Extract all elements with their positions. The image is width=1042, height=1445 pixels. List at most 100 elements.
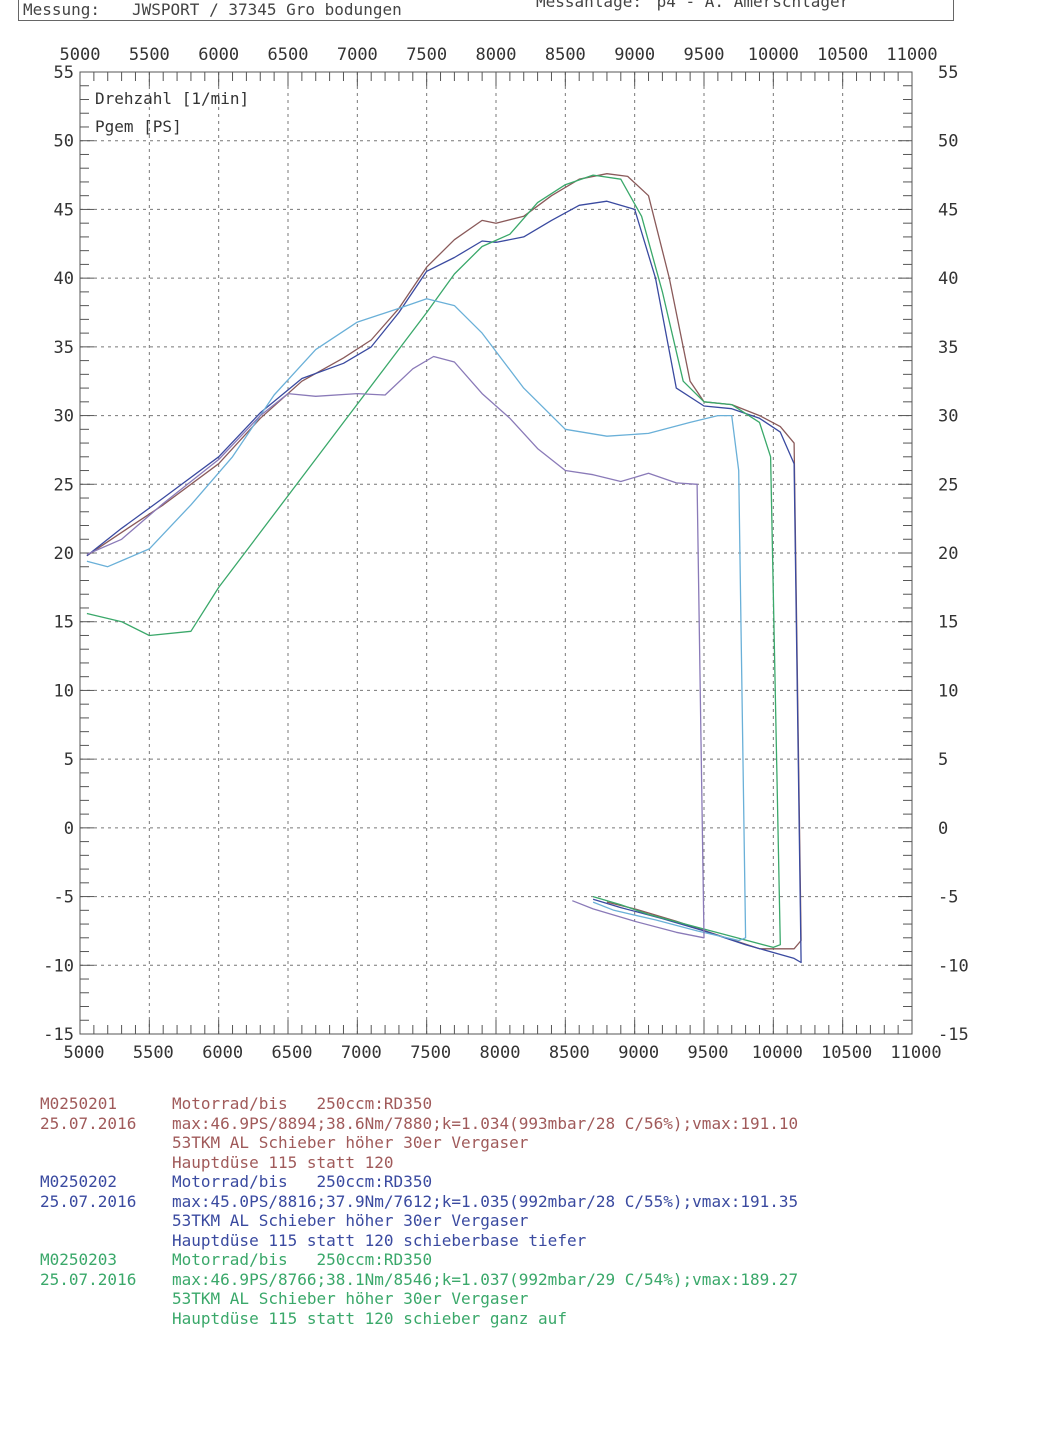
y-tick-label-right: 20 (938, 544, 958, 564)
messanlage-label: Messanlage: (536, 0, 642, 11)
y-tick-label-left: 5 (64, 750, 74, 770)
run-detail-line: 53TKM AL Schieber höher 30er Vergaser (172, 1289, 529, 1308)
messanlage-value: "p4"- A. Amerschläger (647, 0, 850, 11)
series-line-1 (86, 173, 802, 950)
run-code: M0250202 (40, 1172, 118, 1191)
run-code: M0250203 (40, 1250, 118, 1269)
x-tick-labels-top: 5000 5500 6000 6500 7000 7500 8000 8500 9000 9500… (60, 45, 938, 65)
axis-ticks (79, 71, 913, 1035)
run-notes: M0250201 25.07.2016 Motorrad/bis 250ccm:RD… (40, 1094, 1000, 1328)
x-tick-label-bottom: 9500 (688, 1043, 729, 1063)
y-tick-label-left: -5 (54, 888, 74, 908)
x-tick-labels-bottom: 5000 5500 6000 6500 7000 7500 8000 8500 9000 9500… (64, 1043, 942, 1063)
x-tick-label-top: 7500 (406, 45, 447, 65)
x-tick-label-bottom: 10500 (821, 1043, 872, 1063)
y-tick-label-right: 0 (938, 819, 948, 839)
run-date: 25.07.2016 (40, 1269, 137, 1289)
y-tick-label-right: 40 (938, 269, 958, 289)
y-tick-label-left: 20 (54, 544, 74, 564)
run-code-date: M0250202 25.07.2016 (40, 1172, 170, 1211)
messung-label: Messung: (23, 0, 101, 19)
measurement-header: Messung: JWSPORT / 37345 Gro bodungen Me… (18, 0, 954, 21)
x-tick-label-top: 9000 (614, 45, 655, 65)
series-line-2 (86, 200, 802, 964)
run-details: Motorrad/bis 250ccm:RD350 max:45.0PS/8816… (172, 1172, 972, 1250)
run-entry: M0250201 25.07.2016 Motorrad/bis 250ccm:RD… (40, 1094, 1000, 1172)
x-tick-label-top: 8000 (476, 45, 517, 65)
x-tick-label-top: 8500 (545, 45, 586, 65)
x-tick-label-top: 9500 (684, 45, 725, 65)
y-tick-label-left: 25 (54, 475, 74, 495)
run-date: 25.07.2016 (40, 1191, 137, 1211)
run-detail-line: Hauptdüse 115 statt 120 (172, 1152, 394, 1172)
run-detail-line: max:46.9PS/8894;38.6Nm/7880;k=1.034(993m… (172, 1113, 799, 1133)
legend-drehzahl: Drehzahl [1/min] (95, 89, 249, 108)
y-tick-label-right: 15 (938, 613, 958, 633)
x-tick-label-top: 5500 (129, 45, 170, 65)
x-tick-label-top: 10500 (817, 45, 868, 65)
run-entry: M0250203 25.07.2016 Motorrad/bis 250ccm:RD… (40, 1250, 1000, 1328)
y-tick-label-right: 55 (938, 63, 958, 83)
run-code-date: M0250203 25.07.2016 (40, 1250, 170, 1289)
run-detail-line: Motorrad/bis 250ccm:RD350 (172, 1094, 433, 1113)
y-tick-label-left: 50 (54, 132, 74, 152)
run-detail-line: 53TKM AL Schieber höher 30er Vergaser (172, 1133, 529, 1152)
series-line-4 (86, 298, 747, 942)
run-code: M0250201 (40, 1094, 118, 1113)
y-tick-label-right: -15 (938, 1025, 969, 1045)
x-tick-label-bottom: 8000 (480, 1043, 521, 1063)
y-tick-label-left: 0 (64, 819, 74, 839)
y-tick-label-right: -10 (938, 956, 969, 976)
chart-legend: Drehzahl [1/min] Pgem [PS] (95, 89, 249, 136)
run-detail-line: Motorrad/bis 250ccm:RD350 (172, 1250, 433, 1269)
x-tick-label-bottom: 7000 (341, 1043, 382, 1063)
chart-grid (79, 71, 913, 1035)
y-tick-label-left: 30 (54, 407, 74, 427)
y-tick-label-right: 10 (938, 681, 958, 701)
chart-series (86, 173, 802, 964)
y-tick-label-right: 35 (938, 338, 958, 358)
x-tick-label-bottom: 5500 (133, 1043, 174, 1063)
dyno-chart: 5000 5500 6000 6500 7000 7500 8000 8500 9000 9500… (43, 45, 969, 1063)
x-tick-label-bottom: 9000 (618, 1043, 659, 1063)
series-line-3 (86, 174, 781, 949)
y-tick-label-left: -10 (43, 956, 74, 976)
y-tick-label-right: 50 (938, 132, 958, 152)
x-tick-label-top: 6500 (268, 45, 309, 65)
x-tick-label-top: 5000 (60, 45, 101, 65)
y-tick-label-left: -15 (43, 1025, 74, 1045)
x-tick-label-bottom: 8500 (549, 1043, 590, 1063)
y-tick-label-left: 55 (54, 63, 74, 83)
run-details: Motorrad/bis 250ccm:RD350 max:46.9PS/8894… (172, 1094, 972, 1172)
x-tick-label-bottom: 6000 (202, 1043, 243, 1063)
x-tick-label-bottom: 7500 (410, 1043, 451, 1063)
y-tick-label-left: 45 (54, 200, 74, 220)
x-tick-label-top: 7000 (337, 45, 378, 65)
run-code-date: M0250201 25.07.2016 (40, 1094, 170, 1133)
run-detail-line: 53TKM AL Schieber höher 30er Vergaser (172, 1211, 529, 1230)
x-tick-label-bottom: 11000 (890, 1043, 941, 1063)
legend-pgem: Pgem [PS] (95, 117, 182, 136)
y-tick-label-left: 40 (54, 269, 74, 289)
x-tick-label-top: 10000 (748, 45, 799, 65)
run-detail-line: Hauptdüse 115 statt 120 schieber ganz au… (172, 1308, 567, 1328)
run-detail-line: max:45.0PS/8816;37.9Nm/7612;k=1.035(992m… (172, 1191, 799, 1211)
run-detail-line: max:46.9PS/8766;38.1Nm/8546;k=1.037(992m… (172, 1269, 799, 1289)
x-tick-label-top: 6000 (198, 45, 239, 65)
y-tick-label-right: 5 (938, 750, 948, 770)
run-entry: M0250202 25.07.2016 Motorrad/bis 250ccm:RD… (40, 1172, 1000, 1250)
x-tick-label-bottom: 6500 (272, 1043, 313, 1063)
y-tick-label-right: 45 (938, 200, 958, 220)
run-detail-line: Hauptdüse 115 statt 120 schieberbase tie… (172, 1230, 587, 1250)
y-tick-label-left: 10 (54, 681, 74, 701)
y-tick-label-right: 30 (938, 407, 958, 427)
x-tick-label-bottom: 5000 (64, 1043, 105, 1063)
y-tick-label-right: -5 (938, 888, 958, 908)
y-tick-label-left: 35 (54, 338, 74, 358)
run-details: Motorrad/bis 250ccm:RD350 max:46.9PS/8766… (172, 1250, 972, 1328)
run-detail-line: Motorrad/bis 250ccm:RD350 (172, 1172, 433, 1191)
y-tick-label-right: 25 (938, 475, 958, 495)
x-tick-label-bottom: 10000 (752, 1043, 803, 1063)
